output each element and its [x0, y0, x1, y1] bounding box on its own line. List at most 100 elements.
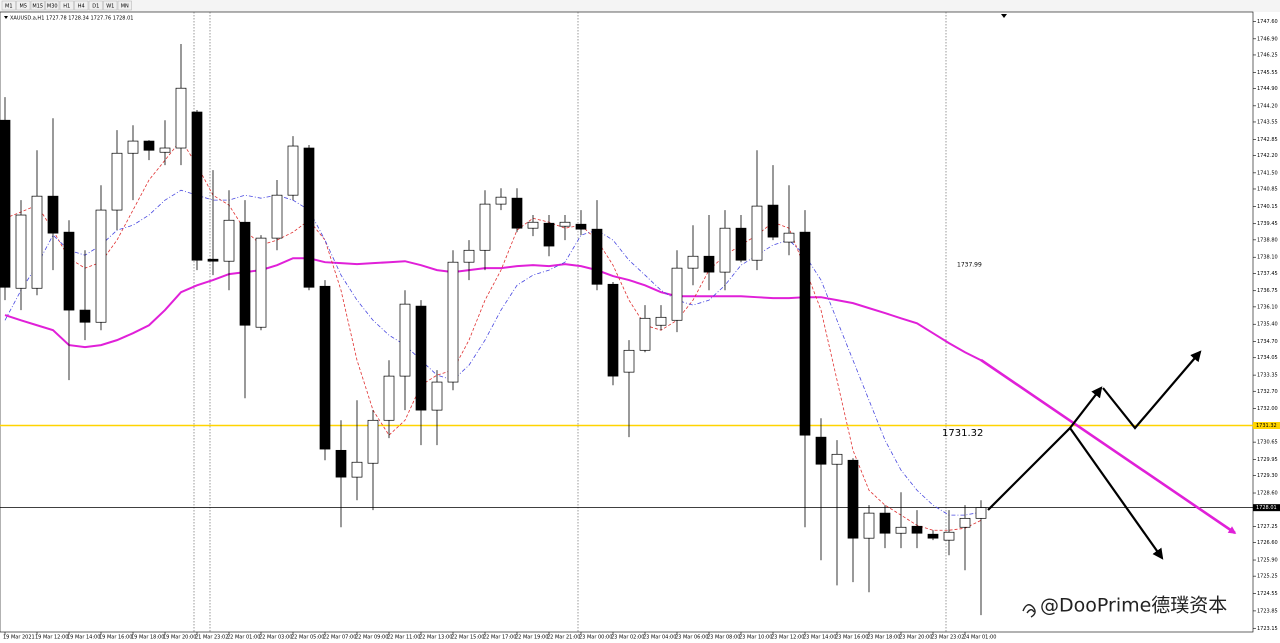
candle-body	[447, 261, 459, 383]
timeframe-button[interactable]	[117, 0, 132, 11]
candle-body	[527, 221, 539, 229]
y-tick-label: 1740.85	[1257, 186, 1278, 192]
x-tick-label: 23 Mar 14:00	[803, 635, 836, 641]
timeframe-label: H1	[63, 4, 70, 10]
candle-body	[63, 231, 75, 311]
y-tick-label: 1742.20	[1257, 153, 1278, 159]
candle-body	[255, 237, 267, 328]
y-tick-label: 1743.55	[1257, 119, 1278, 125]
x-tick-label: 22 Mar 09:00	[355, 635, 388, 641]
watermark: @DooPrime德璞资本	[1022, 595, 1227, 618]
x-tick-label: 19 Mar 12:00	[35, 635, 68, 641]
watermark-text: @DooPrime德璞资本	[1040, 595, 1227, 617]
annotation: 1731.32	[942, 428, 983, 439]
y-tick-label: 1736.10	[1257, 304, 1278, 310]
symbol-marker	[4, 16, 8, 19]
timeframe-button[interactable]	[59, 0, 74, 11]
down-arrow	[1069, 427, 1164, 560]
x-tick-label: 23 Mar 00:00	[579, 635, 612, 641]
y-tick-label: 1742.85	[1257, 137, 1278, 143]
x-tick-label: 21 Mar 23:02	[195, 635, 228, 641]
timeframe-button[interactable]	[74, 0, 89, 11]
price-tag-label: 1728.01	[1256, 505, 1277, 511]
timeframe-label: D1	[92, 4, 99, 10]
x-tick-label: 22 Mar 11:00	[387, 635, 420, 641]
price-tag	[1253, 504, 1280, 512]
candle-body	[543, 222, 555, 247]
x-tick-label: 22 Mar 13:00	[419, 635, 452, 641]
moving-average	[4, 139, 982, 531]
candle-body	[223, 219, 235, 262]
x-tick-label: 19 Mar 14:00	[67, 635, 100, 641]
shift-marker	[1001, 14, 1007, 18]
timeframe-label: MN	[121, 4, 129, 10]
candle-body	[623, 349, 635, 373]
candle-body	[911, 525, 923, 534]
timeframe-button[interactable]	[45, 0, 60, 11]
timeframe-button[interactable]	[88, 0, 103, 11]
candle-body	[463, 249, 475, 263]
y-tick-label: 1725.25	[1257, 574, 1278, 580]
x-tick-label: 23 Mar 16:00	[835, 635, 868, 641]
candle-body	[15, 214, 27, 289]
watermark-icon	[1022, 604, 1036, 618]
y-tick-label: 1732.00	[1257, 406, 1278, 412]
y-tick-label: 1729.95	[1257, 457, 1278, 463]
timeframe-button[interactable]	[1, 0, 16, 11]
candle-body	[383, 375, 395, 421]
y-tick-label: 1738.80	[1257, 237, 1278, 243]
period-separators	[193, 12, 947, 632]
timeframe-bar: M1 M5 M15 M30 H1 H4 D1 W1 MN	[1, 0, 132, 11]
y-tick-label: 1723.15	[1257, 626, 1278, 632]
candle-body	[143, 140, 155, 151]
x-tick-label: 24 Mar 01:00	[963, 635, 996, 641]
candle-body	[0, 119, 11, 288]
candle-body	[687, 255, 699, 269]
drawn-arrows	[980, 350, 1237, 560]
y-tick-label: 1729.30	[1257, 473, 1278, 479]
candle-body	[95, 209, 107, 323]
timeframe-label: M1	[5, 4, 13, 10]
x-tick-label: 22 Mar 17:00	[483, 635, 516, 641]
x-tick-label: 19 Mar 20:00	[163, 635, 196, 641]
y-tick-label: 1747.60	[1257, 19, 1278, 25]
y-tick-label: 1726.60	[1257, 540, 1278, 546]
moving-average	[4, 189, 982, 516]
candle-body	[639, 317, 651, 351]
candle-body	[559, 221, 571, 227]
candle-body	[719, 227, 731, 273]
y-tick-label: 1746.90	[1257, 36, 1278, 42]
candle-body	[575, 223, 587, 230]
x-tick-label: 22 Mar 05:00	[291, 635, 324, 641]
x-tick-label: 23 Mar 10:00	[739, 635, 772, 641]
timeframe-button[interactable]	[16, 0, 31, 11]
y-tick-label: 1723.85	[1257, 608, 1278, 614]
x-tick-label: 22 Mar 21:00	[547, 635, 580, 641]
up-arrow	[1102, 350, 1202, 430]
x-tick-label: 19 Mar 18:00	[131, 635, 164, 641]
candle-body	[319, 285, 331, 450]
y-tick-label: 1724.55	[1257, 591, 1278, 597]
plot-area	[0, 11, 1254, 633]
timeframe-label: H4	[78, 4, 85, 10]
plot	[0, 44, 1253, 616]
candle-body	[959, 517, 971, 528]
x-tick-label: 23 Mar 23:02	[931, 635, 964, 641]
candle-body	[511, 197, 523, 229]
timeframe-button[interactable]	[30, 0, 45, 11]
candle-body	[287, 145, 299, 196]
timeframe-label: M30	[47, 4, 58, 10]
candle-body	[751, 205, 763, 261]
candle-body	[671, 267, 683, 321]
x-tick-label: 23 Mar 18:00	[867, 635, 900, 641]
timeframe-button[interactable]	[103, 0, 118, 11]
moving-average	[4, 257, 982, 362]
candle-body	[415, 305, 427, 411]
timeframe-label: W1	[106, 4, 114, 10]
x-tick-label: 19 Mar 16:00	[99, 635, 132, 641]
y-tick-label: 1735.40	[1257, 322, 1278, 328]
candle-body	[399, 303, 411, 377]
candle-body	[735, 227, 747, 261]
y-tick-label: 1744.20	[1257, 103, 1278, 109]
